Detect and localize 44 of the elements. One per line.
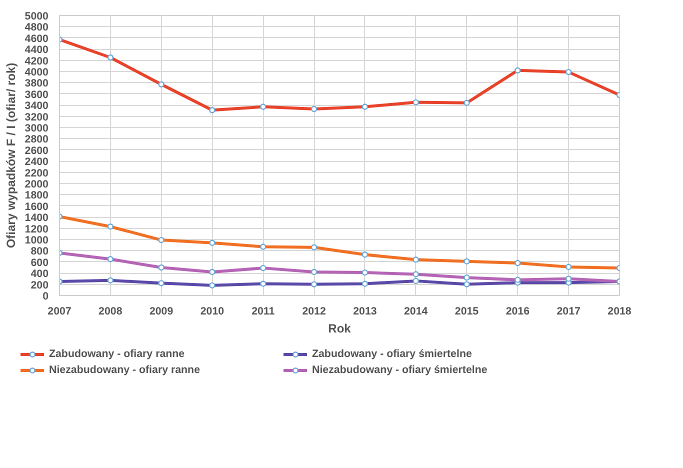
x-tick-label: 2007 — [48, 306, 72, 318]
y-tick-label: 5000 — [24, 10, 49, 22]
x-tick-label: 2017 — [556, 306, 581, 318]
y-tick-label: 1200 — [24, 223, 49, 236]
x-tick-label: 2016 — [506, 306, 530, 318]
x-tick-label: 2011 — [252, 306, 275, 318]
y-tick-label: 2200 — [24, 167, 49, 180]
y-tick-label: 3800 — [24, 78, 49, 90]
legend-label: Zabudowany - ofiary ranne — [49, 348, 186, 360]
y-tick-label: 1000 — [24, 234, 49, 246]
legend-label: Niezabudowany - ofiary ranne — [49, 364, 201, 376]
x-tick-label: 2009 — [149, 306, 174, 318]
y-tick-label: 1600 — [24, 200, 49, 213]
x-tick-label: 2018 — [608, 306, 632, 318]
y-tick-label: 4200 — [24, 55, 49, 68]
y-tick-label: 600 — [30, 256, 49, 269]
y-tick-label: 3000 — [24, 122, 49, 134]
y-tick-label: 1800 — [24, 190, 49, 202]
legend-label: Zabudowany - ofiary śmiertelne — [312, 348, 473, 360]
y-tick-label: 2800 — [24, 134, 49, 146]
y-tick-label: 4800 — [24, 22, 49, 34]
y-axis-title: Ofiary wypadków F / I (ofiar/ rok) — [4, 62, 18, 248]
y-tick-label: 2400 — [24, 156, 49, 168]
y-tick-label: 400 — [30, 268, 49, 280]
y-tick-label: 200 — [30, 279, 49, 292]
x-tick-label: 2014 — [404, 306, 428, 318]
legend-label: Niezabudowany - ofiary śmiertelne — [312, 364, 488, 376]
y-tick-label: 3600 — [24, 88, 49, 101]
x-tick-label: 2010 — [200, 306, 224, 318]
y-tick-label: 2000 — [24, 178, 49, 190]
x-tick-label: 2008 — [98, 306, 122, 318]
y-tick-label: 0 — [42, 290, 49, 302]
x-tick-label: 2013 — [353, 306, 377, 318]
y-tick-label: 2600 — [24, 144, 49, 157]
x-tick-label: 2012 — [302, 306, 326, 318]
y-tick-label: 3400 — [24, 100, 49, 112]
y-tick-label: 800 — [30, 246, 49, 258]
y-tick-label: 3200 — [24, 111, 49, 124]
y-tick-label: 4000 — [24, 66, 49, 78]
x-axis-title: Rok — [328, 322, 352, 336]
y-tick-label: 1400 — [24, 212, 49, 224]
y-tick-label: 4600 — [24, 32, 49, 45]
x-tick-label: 2015 — [454, 306, 479, 318]
y-tick-label: 4400 — [24, 44, 49, 56]
